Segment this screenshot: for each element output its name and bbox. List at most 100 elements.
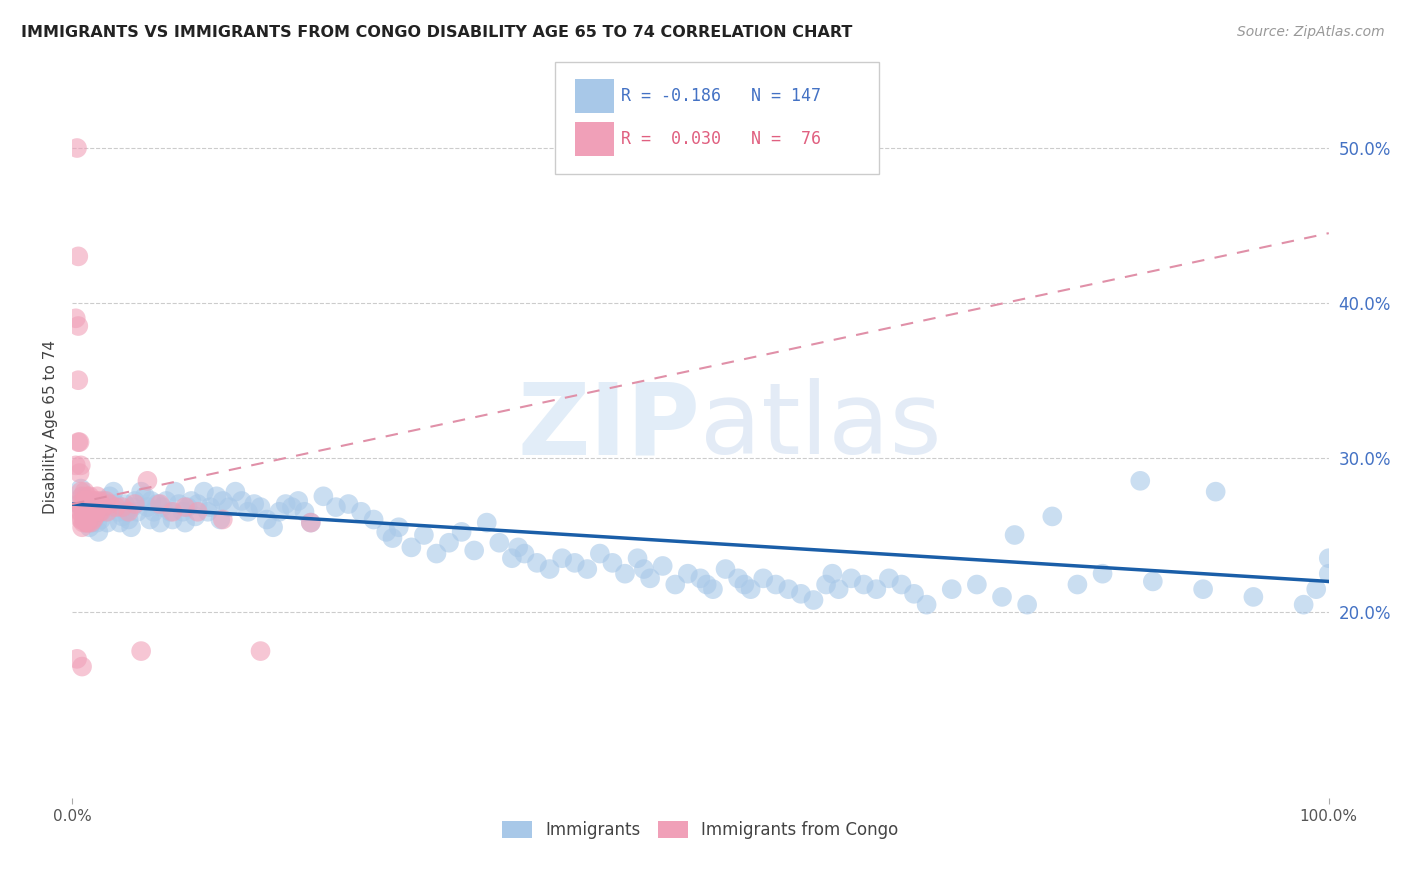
Point	[90, 505, 112, 519]
Point	[67, 435, 90, 450]
Point	[75, 516, 97, 530]
Point	[98, 489, 121, 503]
Point	[93, 494, 115, 508]
Point	[689, 571, 711, 585]
Point	[120, 520, 142, 534]
Point	[84, 505, 107, 519]
Point	[236, 505, 259, 519]
Point	[187, 505, 209, 519]
Point	[381, 531, 404, 545]
Point	[79, 500, 101, 515]
Point	[96, 505, 118, 519]
Point	[124, 497, 146, 511]
Point	[114, 497, 136, 511]
Point	[815, 577, 838, 591]
Point	[69, 505, 91, 519]
Point	[538, 562, 561, 576]
Point	[363, 512, 385, 526]
Point	[714, 562, 737, 576]
Point	[1066, 577, 1088, 591]
Point	[1142, 574, 1164, 589]
Point	[1317, 566, 1340, 581]
Point	[152, 500, 174, 515]
Point	[93, 500, 115, 515]
Point	[69, 458, 91, 473]
Text: Source: ZipAtlas.com: Source: ZipAtlas.com	[1237, 25, 1385, 39]
Point	[299, 516, 322, 530]
Point	[141, 494, 163, 508]
Point	[111, 500, 134, 515]
Point	[76, 494, 98, 508]
Point	[105, 497, 128, 511]
Point	[778, 582, 800, 597]
Point	[73, 512, 96, 526]
Point	[626, 551, 648, 566]
Point	[94, 505, 117, 519]
Point	[218, 500, 240, 515]
Point	[69, 512, 91, 526]
Point	[243, 497, 266, 511]
Point	[87, 524, 110, 539]
Text: R = -0.186   N = 147: R = -0.186 N = 147	[621, 87, 821, 105]
Point	[184, 509, 207, 524]
Point	[82, 494, 104, 508]
Point	[142, 505, 165, 519]
Point	[269, 505, 291, 519]
Point	[72, 494, 94, 508]
Point	[90, 497, 112, 511]
Point	[96, 516, 118, 530]
Point	[129, 484, 152, 499]
Point	[80, 497, 103, 511]
Point	[165, 484, 187, 499]
Point	[167, 497, 190, 511]
Point	[117, 512, 139, 526]
Point	[463, 543, 485, 558]
Point	[70, 659, 93, 673]
Point	[1091, 566, 1114, 581]
Point	[162, 505, 184, 519]
Point	[890, 577, 912, 591]
Point	[501, 551, 523, 566]
Point	[790, 587, 813, 601]
Point	[299, 516, 322, 530]
Point	[224, 484, 246, 499]
Point	[86, 500, 108, 515]
Point	[1317, 551, 1340, 566]
Point	[412, 528, 434, 542]
Point	[111, 509, 134, 524]
Point	[1004, 528, 1026, 542]
Point	[76, 516, 98, 530]
Point	[696, 577, 718, 591]
Point	[82, 505, 104, 519]
Point	[101, 500, 124, 515]
Point	[69, 497, 91, 511]
Point	[638, 571, 661, 585]
Point	[76, 500, 98, 515]
Text: R =  0.030   N =  76: R = 0.030 N = 76	[621, 130, 821, 148]
Point	[72, 505, 94, 519]
Point	[903, 587, 925, 601]
Point	[86, 489, 108, 503]
Point	[80, 505, 103, 519]
Point	[437, 535, 460, 549]
Point	[1192, 582, 1215, 597]
Point	[82, 505, 104, 519]
Text: atlas: atlas	[700, 378, 942, 475]
Point	[211, 512, 233, 526]
Point	[69, 482, 91, 496]
Point	[765, 577, 787, 591]
Y-axis label: Disability Age 65 to 74: Disability Age 65 to 74	[44, 340, 58, 514]
Point	[87, 500, 110, 515]
Point	[67, 318, 90, 333]
Point	[79, 489, 101, 503]
Point	[65, 458, 87, 473]
Point	[1205, 484, 1227, 499]
Point	[262, 520, 284, 534]
Point	[70, 489, 93, 503]
Point	[877, 571, 900, 585]
Point	[73, 512, 96, 526]
Point	[676, 566, 699, 581]
Point	[664, 577, 686, 591]
Point	[136, 474, 159, 488]
Point	[73, 497, 96, 511]
